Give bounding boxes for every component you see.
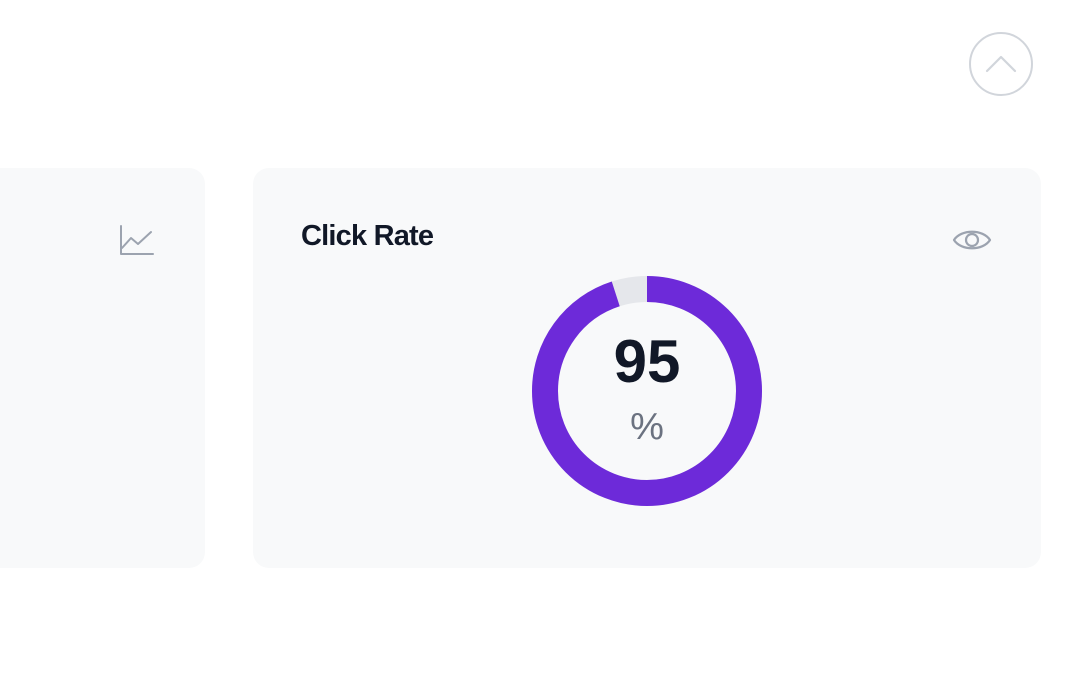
- chevron-up-icon: [985, 55, 1017, 73]
- scroll-to-top-button[interactable]: [969, 32, 1033, 96]
- click-rate-card: Click Rate 95 %: [253, 168, 1041, 568]
- gauge-progress-arc: [532, 276, 762, 506]
- click-rate-gauge: 95 %: [531, 275, 763, 507]
- card-title: Click Rate: [301, 220, 434, 252]
- gauge-unit: %: [630, 406, 664, 448]
- eye-icon[interactable]: [951, 222, 993, 258]
- gauge-value: 95: [613, 328, 681, 395]
- metric-card-partial: [0, 168, 205, 568]
- trend-chart-icon[interactable]: [119, 224, 155, 256]
